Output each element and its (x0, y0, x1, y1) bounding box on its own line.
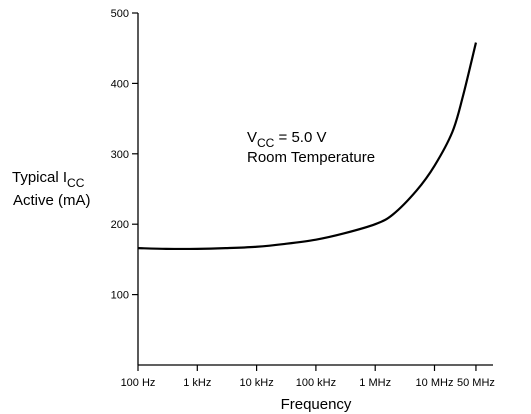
series-line-icc (137, 42, 478, 251)
y-axis-label-main: Typical I (12, 169, 67, 186)
x-axis-ticks: 100 Hz 1 kHz 10 kHz 100 kHz 1 MHz 10 MHz 50 MH… (121, 365, 495, 389)
annotation-vcc: VCC = 5.0 V (247, 129, 326, 150)
annotation-room-temperature: Room Temperature (247, 149, 375, 166)
y-tick-label: 200 (111, 219, 129, 231)
y-tick-label: 100 (111, 290, 129, 302)
x-tick-label: 100 Hz (121, 377, 156, 389)
x-tick-label: 100 kHz (296, 377, 336, 389)
y-axis-label-line1: Typical ICC (12, 169, 85, 190)
x-tick-label: 50 MHz (457, 377, 495, 389)
x-axis-label: Frequency (281, 396, 352, 413)
y-axis-ticks: 100 200 300 400 500 (111, 8, 138, 302)
y-tick-label: 500 (111, 8, 129, 20)
annotation-vcc-main: V (247, 129, 257, 146)
x-tick-label: 1 kHz (183, 377, 211, 389)
y-axis-label-subscript: CC (67, 176, 85, 190)
y-axis-label-line2: Active (mA) (13, 192, 91, 209)
x-tick-label: 1 MHz (359, 377, 391, 389)
annotation-vcc-subscript: CC (257, 136, 275, 150)
axes (137, 13, 493, 366)
y-tick-label: 300 (111, 149, 129, 161)
x-tick-label: 10 MHz (416, 377, 454, 389)
annotation-vcc-value: = 5.0 V (274, 129, 326, 146)
y-tick-label: 400 (111, 78, 129, 90)
x-tick-label: 10 kHz (239, 377, 273, 389)
